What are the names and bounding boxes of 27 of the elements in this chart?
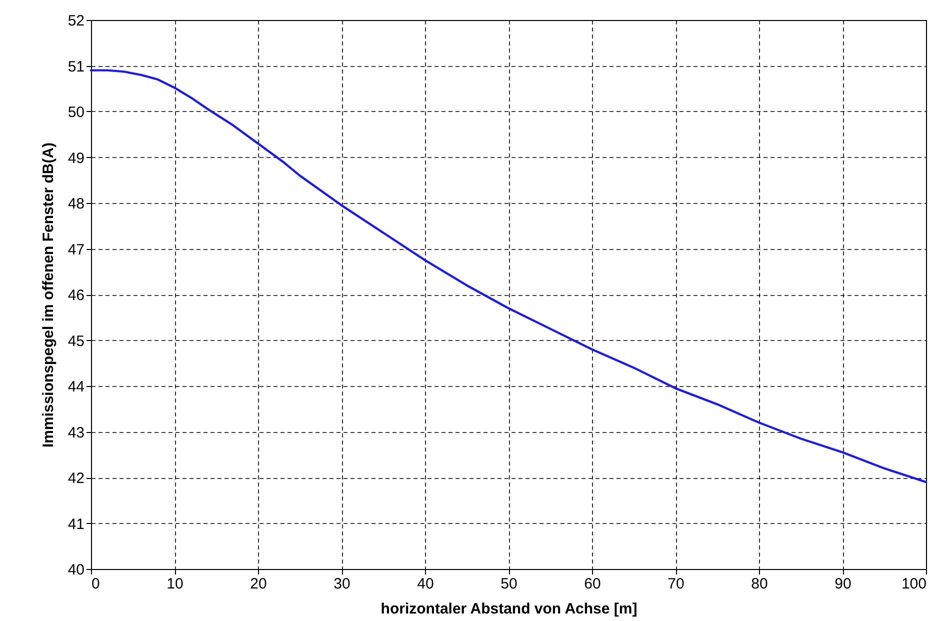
x-tick-label: 70 [668, 576, 684, 592]
x-tick-label: 0 [92, 576, 100, 592]
y-tick-label: 43 [68, 424, 84, 442]
y-tick-label: 40 [68, 562, 84, 578]
y-tick-label: 47 [68, 241, 84, 258]
x-tick-label: 10 [166, 576, 184, 592]
y-tick-label: 51 [68, 58, 84, 76]
line-series [90, 69, 928, 484]
x-axis-title: horizontaler Abstand von Achse [m] [380, 600, 638, 618]
y-axis-title: Immissionspegel im offenen Fenster dB(A) [40, 142, 57, 448]
x-tick-label: 100 [901, 576, 926, 592]
x-tick-label: 90 [834, 576, 852, 592]
x-tick-label: 40 [417, 576, 434, 592]
y-tick-label: 48 [68, 196, 84, 212]
x-tick-label: 30 [334, 576, 350, 592]
y-tick-label: 46 [68, 287, 84, 304]
y-tick-label: 50 [68, 104, 84, 121]
x-tick-label: 50 [500, 576, 518, 592]
y-tick-label: 41 [68, 516, 84, 533]
x-tick-label: 20 [250, 576, 267, 592]
y-tick-label: 42 [68, 470, 84, 487]
y-tick-label: 44 [68, 378, 84, 396]
x-tick-label: 80 [751, 576, 768, 592]
x-tick-label: 60 [584, 576, 601, 592]
y-tick-label: 45 [68, 332, 84, 350]
y-tick-label: 49 [68, 150, 84, 167]
y-tick-label: 52 [68, 12, 84, 30]
